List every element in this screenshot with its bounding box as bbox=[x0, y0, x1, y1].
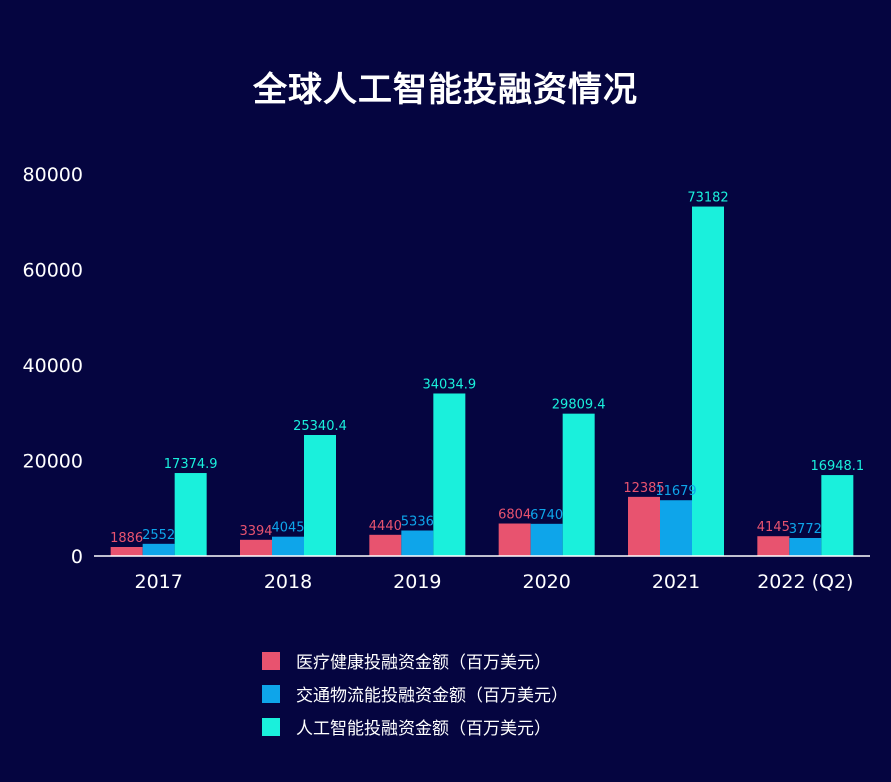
legend-item-ai[interactable]: 人工智能投融资金额（百万美元） bbox=[262, 710, 568, 743]
data-label-ai: 17374.9 bbox=[164, 457, 218, 472]
legend-label-transport: 交通物流能投融资金额（百万美元） bbox=[296, 686, 568, 706]
x-tick-label: 2018 bbox=[264, 571, 312, 593]
bar-ai bbox=[562, 413, 595, 556]
bar-ai bbox=[692, 206, 724, 556]
bar-ai bbox=[821, 475, 854, 556]
bar-transport bbox=[530, 523, 563, 556]
legend-item-transport[interactable]: 交通物流能投融资金额（百万美元） bbox=[262, 677, 568, 710]
data-label-healthcare: 12385 bbox=[623, 481, 664, 496]
data-label-healthcare: 4145 bbox=[757, 520, 790, 535]
data-label-ai: 29809.4 bbox=[552, 398, 606, 413]
y-tick-label: 40000 bbox=[23, 355, 83, 377]
bar-ai bbox=[433, 393, 466, 556]
data-label-ai: 73182 bbox=[687, 191, 728, 206]
data-label-healthcare: 6804 bbox=[498, 508, 531, 523]
data-label-transport: 2552 bbox=[142, 528, 175, 543]
bar-healthcare bbox=[240, 539, 272, 556]
data-label-transport: 6740 bbox=[530, 508, 563, 523]
bar-transport bbox=[142, 543, 175, 556]
x-axis: 2017 2018 2019 2020 2021 2022 (Q2) bbox=[94, 555, 870, 593]
bar-healthcare bbox=[110, 546, 143, 556]
data-label-ai: 34034.9 bbox=[422, 377, 476, 392]
legend-swatch-healthcare bbox=[262, 651, 280, 670]
legend-label-ai: 人工智能投融资金额（百万美元） bbox=[296, 719, 551, 739]
bars-group bbox=[110, 206, 854, 556]
bar-healthcare bbox=[628, 496, 660, 556]
data-label-transport: 11679 bbox=[655, 484, 696, 499]
legend-swatch-ai bbox=[262, 717, 280, 736]
chart-title: 全球人工智能投融资情况 bbox=[253, 70, 638, 110]
bar-healthcare bbox=[498, 523, 531, 556]
y-axis: 0 20000 40000 60000 80000 bbox=[23, 164, 83, 568]
legend: 医疗健康投融资金额（百万美元） 交通物流能投融资金额（百万美元） 人工智能投融资… bbox=[262, 644, 568, 743]
legend-item-healthcare[interactable]: 医疗健康投融资金额（百万美元） bbox=[262, 644, 568, 677]
legend-label-healthcare: 医疗健康投融资金额（百万美元） bbox=[296, 653, 551, 673]
x-tick-label: 2020 bbox=[522, 571, 570, 593]
bar-healthcare bbox=[757, 536, 790, 556]
data-label-ai: 16948.1 bbox=[810, 459, 864, 474]
x-tick-label: 2019 bbox=[393, 571, 441, 593]
bar-ai bbox=[304, 434, 336, 556]
x-tick-label: 2022 (Q2) bbox=[757, 571, 853, 593]
bar-healthcare bbox=[369, 534, 402, 556]
bar-ai bbox=[174, 473, 207, 556]
y-tick-label: 80000 bbox=[23, 164, 83, 186]
bar-transport bbox=[272, 536, 304, 556]
y-tick-label: 60000 bbox=[23, 260, 83, 282]
data-label-transport: 3772 bbox=[789, 522, 822, 537]
y-tick-label: 20000 bbox=[23, 451, 83, 473]
legend-swatch-transport bbox=[262, 684, 280, 703]
data-label-healthcare: 3394 bbox=[239, 524, 272, 539]
bar-transport bbox=[401, 530, 434, 556]
bar-transport bbox=[789, 537, 822, 556]
data-label-healthcare: 4440 bbox=[369, 519, 402, 534]
x-tick-label: 2017 bbox=[134, 571, 182, 593]
x-tick-label: 2021 bbox=[652, 571, 700, 593]
bar-transport bbox=[660, 500, 692, 556]
data-label-transport: 5336 bbox=[401, 515, 434, 530]
y-tick-label: 0 bbox=[71, 546, 83, 568]
data-label-ai: 25340.4 bbox=[293, 419, 347, 434]
data-label-healthcare: 1886 bbox=[110, 531, 143, 546]
data-label-transport: 4045 bbox=[271, 521, 304, 536]
